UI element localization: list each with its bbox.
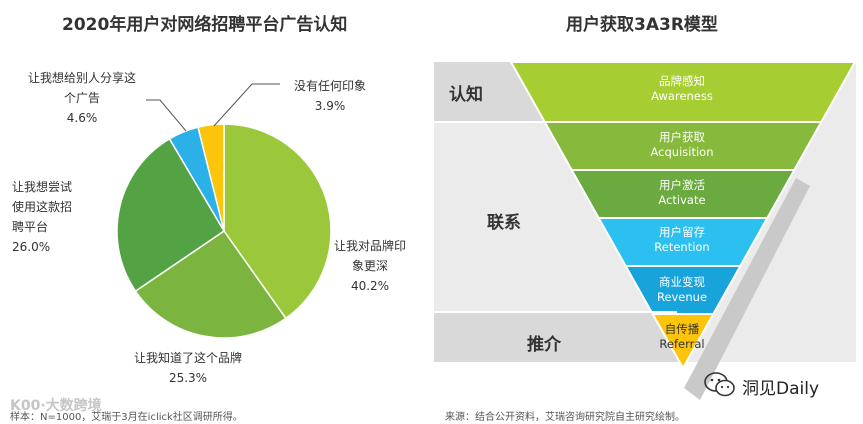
funnel-label-referral: 自传播 Referral: [659, 322, 705, 351]
stage-band-referral: [434, 312, 687, 362]
funnel-label-activate: 用户激活 Activate: [658, 178, 706, 207]
funnel-shadow: [684, 178, 810, 400]
pie-slice-try-platform: [116, 137, 226, 293]
funnel-label-revenue: 商业变现 Revenue: [656, 275, 708, 304]
funnel-label-retention: 用户留存 Retention: [654, 225, 710, 254]
pie-label-brand-impression: 让我对品牌印 象更深 40.2%: [334, 239, 407, 293]
pie-label-try-platform: 让我想尝试 使用这款招 聘平台 26.0%: [12, 180, 73, 254]
stage-label-referral: 推介: [527, 335, 561, 355]
funnel-label-acquisition: 用户获取 Acquisition: [650, 130, 714, 159]
pie-slice-brand-impression: [223, 123, 332, 320]
pie-chart: [116, 83, 332, 339]
funnel-footnote: 来源：结合公开资料，艾瑞咨询研究院自主研究绘制。: [445, 412, 685, 423]
pie-footnote: 样本：N=1000，艾瑞于3月在iclick社区调研所得。: [10, 412, 243, 423]
pie-label-share-ad: 让我想给别人分享这 个广告 4.6%: [27, 71, 136, 125]
pie-label-no-impression: 没有任何印象 3.9%: [293, 79, 366, 113]
funnel-title: 用户获取3A3R模型: [566, 15, 718, 35]
leader-line-no-impression: [213, 83, 280, 127]
watermark: K00·大数跨境: [10, 398, 102, 414]
wechat-icon: [704, 372, 735, 397]
pie-chart-title: 2020年用户对网络招聘平台广告认知: [62, 15, 348, 35]
stage-label-awareness: 认知: [449, 85, 483, 105]
pie-label-know-brand: 让我知道了这个品牌 25.3%: [133, 351, 242, 385]
funnel-level-referral: [650, 313, 716, 371]
pie-slice-no-impression: [197, 123, 225, 232]
leader-line-share-ad: [146, 99, 187, 132]
stage-band-awareness: [434, 62, 544, 122]
pie-slice-know-brand: [134, 229, 287, 339]
brand-name: 洞见Daily: [742, 379, 820, 399]
funnel-label-awareness: 品牌感知 Awareness: [651, 74, 713, 103]
stage-label-contact: 联系: [487, 213, 521, 233]
